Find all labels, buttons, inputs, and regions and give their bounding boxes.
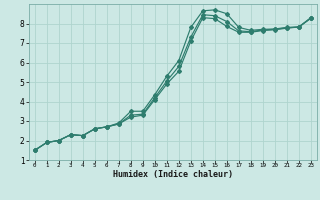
- X-axis label: Humidex (Indice chaleur): Humidex (Indice chaleur): [113, 170, 233, 179]
